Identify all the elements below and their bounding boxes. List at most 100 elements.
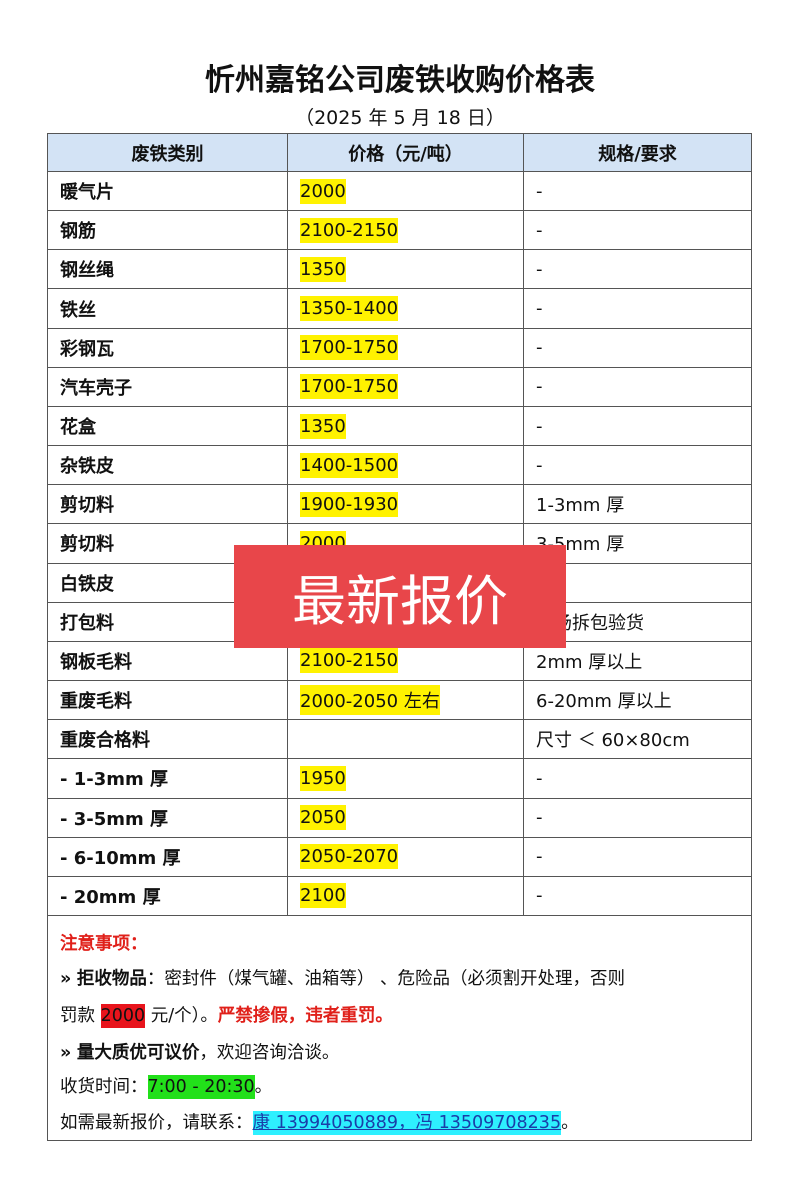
column-header: 规格/要求 xyxy=(523,134,752,171)
text: ：密封件（煤气罐、油箱等） 、危险品（必须割开处理，否则 xyxy=(146,969,625,989)
table-cell: 1900-1930 xyxy=(287,485,523,524)
cell-text: - xyxy=(536,846,543,868)
header-row: 废铁类别 价格（元/吨） 规格/要求 xyxy=(47,133,752,172)
table-cell: 2100-2150 xyxy=(287,211,523,250)
cell-text: - xyxy=(536,376,543,398)
cell-text: 铁丝 xyxy=(60,299,96,321)
table-cell: - xyxy=(523,367,752,406)
price: 2050 xyxy=(300,805,346,831)
note-line: » 拒收物品：密封件（煤气罐、油箱等） 、危险品（必须割开处理，否则 xyxy=(60,965,625,990)
price: 2000-2050 左右 xyxy=(300,685,440,716)
table-row: 钢板毛料 2100-2150 2mm 厚以上 xyxy=(47,641,752,682)
cell-text: - xyxy=(536,180,543,202)
column-header: 废铁类别 xyxy=(47,134,287,171)
table-row: - 6-10mm 厚 2050-2070 - xyxy=(47,837,752,877)
table-cell: - xyxy=(523,250,752,289)
table-cell: - xyxy=(523,172,752,211)
price: 2050-2070 xyxy=(300,844,399,870)
table-cell: 2mm 厚以上 xyxy=(523,641,752,681)
cell-text: - xyxy=(536,258,543,280)
table-cell: - xyxy=(523,798,752,837)
cell-text: 钢筋 xyxy=(60,221,96,243)
cell-text: 暖气片 xyxy=(60,182,114,204)
notes-heading: 注意事项： xyxy=(60,934,148,954)
table-cell: 铁丝 xyxy=(47,289,287,328)
note-line: 如需最新报价，请联系：康 13994050889，冯 13509708235。 xyxy=(60,1109,579,1135)
contact[interactable]: 康 13994050889，冯 13509708235 xyxy=(252,1111,562,1135)
cell-text: 白铁皮 xyxy=(60,573,114,595)
cell-text: - 6-10mm 厚 xyxy=(60,847,181,869)
bullet: » xyxy=(60,969,72,989)
table-cell: - xyxy=(523,759,752,798)
cell-text: 剪切料 xyxy=(60,495,114,517)
table-cell: 2000-2050 左右 xyxy=(287,681,523,720)
table-cell: 尺寸 ＜ 60×80cm xyxy=(523,720,752,759)
hours: 7:00 - 20:30 xyxy=(147,1075,255,1099)
cell-text: 剪切料 xyxy=(60,534,114,556)
label: 量大质优可议价 xyxy=(76,1043,200,1063)
price: 2000 xyxy=(300,178,346,204)
table-cell: 打包料 xyxy=(47,602,287,641)
table-cell: - xyxy=(523,446,752,485)
price: 2100-2150 xyxy=(300,217,399,243)
table-row: 暖气片 2000 - xyxy=(47,172,752,212)
cell-text: - 20mm 厚 xyxy=(60,886,161,908)
table-cell: - xyxy=(523,406,752,446)
table-cell: - xyxy=(523,211,752,250)
table-cell: - xyxy=(523,289,752,328)
price-table: 废铁类别 价格（元/吨） 规格/要求暖气片 2000 - 钢筋 2100-2150 - 钢丝绳 1… xyxy=(47,133,752,916)
bullet: » xyxy=(60,1043,72,1063)
table-row: - 20mm 厚 2100 - xyxy=(47,876,752,916)
table-cell: 1350 xyxy=(287,250,523,289)
price: 1350 xyxy=(300,413,346,439)
cell-text: - xyxy=(536,219,543,241)
table-cell: 暖气片 xyxy=(47,172,287,211)
cell-text: - 1-3mm 厚 xyxy=(60,769,169,791)
label: 拒收物品 xyxy=(76,969,147,989)
text: 罚款 xyxy=(60,1006,95,1026)
table-row: 彩钢瓦 1700-1750 - xyxy=(47,328,752,368)
table-row: 杂铁皮 1400-1500 - xyxy=(47,446,752,486)
cell-text: - xyxy=(536,415,543,437)
table-cell: 杂铁皮 xyxy=(47,446,287,485)
table-cell: 1350 xyxy=(287,406,523,446)
table-row: 重废合格料 尺寸 ＜ 60×80cm xyxy=(47,720,752,760)
cell-text: 花盒 xyxy=(60,417,96,439)
table-cell: 6-20mm 厚以上 xyxy=(523,681,752,720)
table-cell: 1400-1500 xyxy=(287,446,523,485)
table-cell: - xyxy=(523,837,752,876)
price: 1350 xyxy=(300,256,346,282)
table-cell: - xyxy=(523,328,752,367)
price: 1350-1400 xyxy=(300,296,399,322)
warning: 严禁掺假，违者重罚。 xyxy=(217,1006,393,1026)
table-cell: 钢丝绳 xyxy=(47,250,287,289)
table-cell: 剪切料 xyxy=(47,524,287,563)
table-row: 钢丝绳 1350 - xyxy=(47,250,752,290)
cell-text: - xyxy=(536,337,543,359)
cell-text: - xyxy=(536,767,543,789)
notes: 注意事项： » 拒收物品：密封件（煤气罐、油箱等） 、危险品（必须割开处理，否则… xyxy=(47,916,752,1141)
label: 收货时间： xyxy=(60,1077,148,1097)
table-cell xyxy=(287,720,523,759)
price: 1400-1500 xyxy=(300,452,399,478)
label: 如需最新报价，请联系： xyxy=(60,1113,253,1133)
overlay-banner: 最新报价 xyxy=(234,545,566,648)
title: 忻州嘉铭公司废铁收购价格表 xyxy=(205,63,595,98)
table-row: 铁丝 1350-1400 - xyxy=(47,289,752,329)
cell-text: 杂铁皮 xyxy=(60,456,114,478)
table-row: 重废毛料 2000-2050 左右 6-20mm 厚以上 xyxy=(47,681,752,721)
cell-text: - xyxy=(536,454,543,476)
column-header: 价格（元/吨） xyxy=(287,134,523,171)
table-cell: - 20mm 厚 xyxy=(47,876,287,915)
price: 1950 xyxy=(300,765,346,791)
table-cell: - xyxy=(523,876,752,915)
table-cell: 1950 xyxy=(287,759,523,798)
table-cell: 钢筋 xyxy=(47,211,287,250)
note-line: 收货时间：7:00 - 20:30。 xyxy=(60,1073,272,1099)
table-cell: - 3-5mm 厚 xyxy=(47,798,287,837)
cell-text: - xyxy=(536,885,543,907)
cell-text: - xyxy=(536,298,543,320)
table-cell: 1700-1750 xyxy=(287,367,523,406)
price: 2100 xyxy=(300,883,346,909)
cell-text: 钢丝绳 xyxy=(60,260,114,282)
